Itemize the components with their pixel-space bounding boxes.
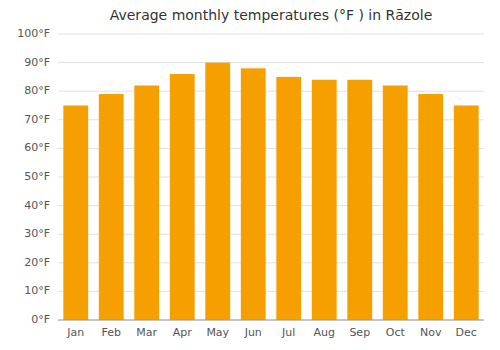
bars [63,63,478,320]
x-tick-label: Oct [386,326,406,339]
title: Average monthly temperatures (°F ) in Rā… [110,7,433,23]
bar [276,77,301,320]
x-tick-label: Jul [281,326,295,339]
y-tick-label: 90°F [24,56,50,69]
x-tick-label: Jan [66,326,84,339]
bar [347,80,372,320]
x-tick-label: Mar [136,326,157,339]
grid-line [58,62,484,63]
x-tick-label: Dec [456,326,477,339]
x-tick-label: Feb [102,326,121,339]
bar [205,63,230,320]
y-tick-label: 50°F [24,170,50,183]
y-tick-label: 20°F [24,256,50,269]
grid-line [58,320,484,321]
y-axis: 0°F 10°F 20°F 30°F 40°F 50°F 60°F 70°F 80°F 90°F 1… [17,27,50,326]
y-tick-label: 80°F [24,84,50,97]
bar [241,68,266,320]
bar [99,94,124,320]
y-tick-label: 30°F [24,227,50,240]
bar [134,85,159,320]
x-axis-line [58,320,484,321]
bar [63,106,88,321]
grid-line [58,91,484,92]
bar [312,80,337,320]
x-tick-label: Sep [349,326,370,339]
y-tick-label: 10°F [24,284,50,297]
x-tick-label: May [206,326,229,339]
bar [454,106,479,321]
bar [170,74,195,320]
y-tick-label: 0°F [31,313,50,326]
bar [383,85,408,320]
y-grid [58,34,484,320]
y-tick-label: 40°F [24,199,50,212]
y-tick-label: 100°F [17,27,50,40]
y-tick-label: 60°F [24,141,50,154]
y-tick-label: 70°F [24,113,50,126]
x-tick-label: Aug [314,326,335,339]
bar [418,94,443,320]
x-tick-label: Jun [244,326,262,339]
chart: 0°F 10°F 20°F 30°F 40°F 50°F 60°F 70°F 80°F 90°F 1… [0,0,500,350]
x-tick-label: Apr [173,326,193,339]
chart-root: 0°F 10°F 20°F 30°F 40°F 50°F 60°F 70°F 80°F 90°F 1… [0,0,500,350]
x-tick-label: Nov [420,326,442,339]
grid-line [58,34,484,35]
x-axis: Jan Feb Mar Apr May Jun Jul Aug Sep Oct Nov Dec [66,326,477,339]
